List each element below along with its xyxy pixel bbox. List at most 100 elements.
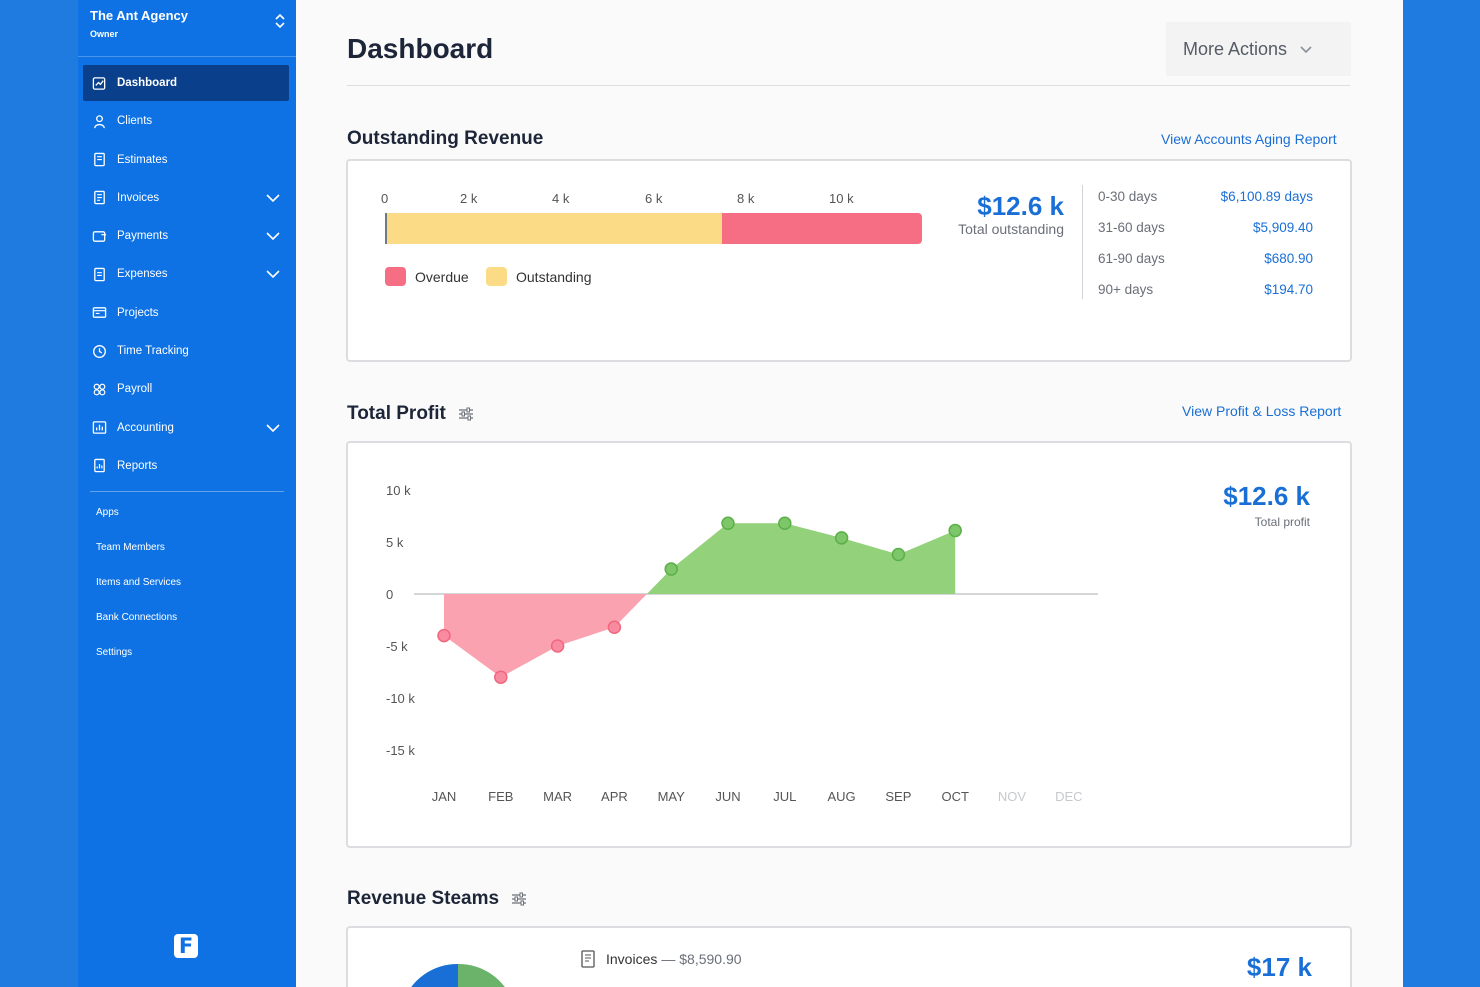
outstanding-revenue-title: Outstanding Revenue: [347, 128, 543, 150]
total-profit-label: Total profit: [1254, 515, 1310, 529]
org-name: The Ant Agency: [90, 8, 188, 23]
sidebar-item-accounting[interactable]: Accounting: [83, 410, 289, 446]
positive-profit-area: [646, 523, 956, 594]
x-tick-label: MAR: [543, 789, 572, 804]
profit-data-point[interactable]: [607, 620, 622, 635]
profit-data-point[interactable]: [834, 531, 849, 545]
divider: [90, 491, 284, 492]
x-tick-label: JUN: [715, 789, 740, 804]
aging-value[interactable]: $5,909.40: [1252, 220, 1313, 235]
sidebar-item-projects[interactable]: Projects: [83, 295, 289, 331]
invoices-icon: [92, 190, 107, 205]
brand-logo[interactable]: F: [174, 934, 198, 958]
y-tick-label: -10 k: [386, 691, 415, 706]
sidebar-item-estimates[interactable]: Estimates: [83, 142, 289, 178]
sidebar-item-settings[interactable]: Settings: [96, 647, 133, 658]
x-tick-label: DEC: [1055, 789, 1082, 804]
legend-label: Outstanding: [516, 268, 592, 285]
total-outstanding-value: $12.6 k: [977, 191, 1064, 221]
profit-data-point[interactable]: [948, 523, 962, 538]
legend-overdue: Overdue: [385, 267, 469, 286]
chevron-down-icon[interactable]: [266, 267, 280, 281]
sidebar-item-expenses[interactable]: Expenses: [83, 256, 289, 292]
dashboard-icon: [92, 76, 107, 91]
sidebar-item-items-and-services[interactable]: Items and Services: [96, 577, 182, 588]
chevron-down-icon[interactable]: [266, 421, 280, 435]
aging-value[interactable]: $6,100.89 days: [1220, 189, 1313, 204]
sidebar-item-payments[interactable]: Payments: [83, 218, 289, 254]
pie-slice-blue[interactable]: [403, 963, 458, 987]
x-tick-label: SEP: [885, 789, 911, 804]
profit-data-point[interactable]: [550, 639, 565, 653]
x-tick-label: FEB: [488, 789, 513, 804]
sidebar-item-invoices[interactable]: Invoices: [83, 180, 289, 216]
total-profit-title: Total Profit: [347, 403, 474, 425]
axis-tick: 4 k: [552, 191, 570, 206]
estimates-icon: [92, 152, 107, 167]
divider: [78, 56, 296, 57]
main-content: Dashboard More Actions Outstanding Reven…: [296, 0, 1403, 987]
aging-value[interactable]: $194.70: [1264, 282, 1313, 297]
page-title: Dashboard: [347, 33, 494, 64]
view-accounts-aging-link[interactable]: View Accounts Aging Report: [1161, 131, 1337, 147]
sidebar: The Ant Agency Owner Dashboard Clients: [78, 0, 296, 987]
section-title-text: Total Profit: [347, 403, 446, 424]
chevron-down-icon[interactable]: [266, 229, 280, 243]
axis-tick: 0: [381, 191, 389, 206]
profit-chart: 10 k 5 k 0 -5 k -10 k -15 k JAN FEB MAR APR MAY JUN…: [386, 483, 1098, 804]
sidebar-item-apps[interactable]: Apps: [96, 507, 119, 518]
negative-profit-area: [444, 594, 647, 678]
overdue-bar[interactable]: [722, 213, 922, 244]
sidebar-item-bank-connections[interactable]: Bank Connections: [96, 612, 178, 623]
section-title-text: Revenue Steams: [347, 888, 500, 909]
profit-data-point[interactable]: [778, 516, 792, 531]
invoice-icon: [581, 950, 595, 968]
section-title-text: Outstanding Revenue: [347, 128, 544, 149]
filter-settings-icon[interactable]: [511, 891, 527, 907]
app-window: The Ant Agency Owner Dashboard Clients: [78, 0, 1403, 987]
sidebar-item-label: Invoices: [117, 191, 160, 204]
profit-data-point[interactable]: [891, 547, 906, 562]
view-profit-loss-link[interactable]: View Profit & Loss Report: [1182, 403, 1342, 419]
profit-data-point[interactable]: [664, 562, 678, 576]
payments-icon: [92, 229, 107, 244]
aging-label: 0-30 days: [1098, 189, 1158, 204]
accounting-icon: [92, 420, 107, 435]
profit-data-point[interactable]: [437, 628, 451, 643]
axis-tick: 2 k: [460, 191, 478, 206]
filter-settings-icon[interactable]: [458, 406, 474, 422]
projects-icon: [92, 305, 107, 320]
sidebar-item-dashboard[interactable]: Dashboard: [83, 65, 289, 101]
revenue-pie-chart[interactable]: [398, 962, 518, 987]
more-actions-label: More Actions: [1183, 38, 1288, 59]
x-tick-label: JUL: [773, 789, 796, 804]
aging-value[interactable]: $680.90: [1264, 251, 1313, 266]
sidebar-item-reports[interactable]: Reports: [83, 448, 289, 484]
sidebar-item-clients[interactable]: Clients: [83, 103, 289, 139]
sidebar-item-label: Expenses: [117, 268, 168, 281]
sidebar-item-time-tracking[interactable]: Time Tracking: [83, 333, 289, 369]
profit-data-point[interactable]: [721, 516, 735, 531]
more-actions-button[interactable]: More Actions: [1166, 22, 1351, 76]
y-tick-label: 10 k: [386, 483, 411, 498]
outstanding-revenue-card: 0 2 k 4 k 6 k 8 k 10 k Overdue Outstandi…: [346, 159, 1352, 362]
chevron-down-icon[interactable]: [266, 191, 280, 205]
payroll-icon: [92, 382, 107, 397]
y-tick-label: -15 k: [386, 743, 415, 758]
stream-label: Invoices: [606, 951, 658, 967]
sidebar-item-team-members[interactable]: Team Members: [96, 542, 165, 553]
divider: [1082, 185, 1083, 299]
sidebar-item-payroll[interactable]: Payroll: [83, 371, 289, 407]
profit-data-point[interactable]: [494, 670, 508, 684]
revenue-stream-invoices[interactable]: Invoices — $8,590.90: [580, 950, 742, 968]
outstanding-bar[interactable]: [385, 213, 722, 244]
org-role: Owner: [90, 29, 119, 39]
org-switcher[interactable]: The Ant Agency Owner: [90, 8, 286, 39]
x-tick-label: MAY: [658, 789, 686, 804]
aging-row: 61-90 days $680.90: [1098, 251, 1313, 266]
expand-collapse-icon[interactable]: [274, 12, 286, 30]
clients-icon: [92, 114, 107, 129]
pie-slice-green[interactable]: [458, 963, 513, 987]
x-tick-label: OCT: [941, 789, 969, 804]
sidebar-nav: Dashboard Clients Estimates Invoices: [83, 65, 289, 486]
